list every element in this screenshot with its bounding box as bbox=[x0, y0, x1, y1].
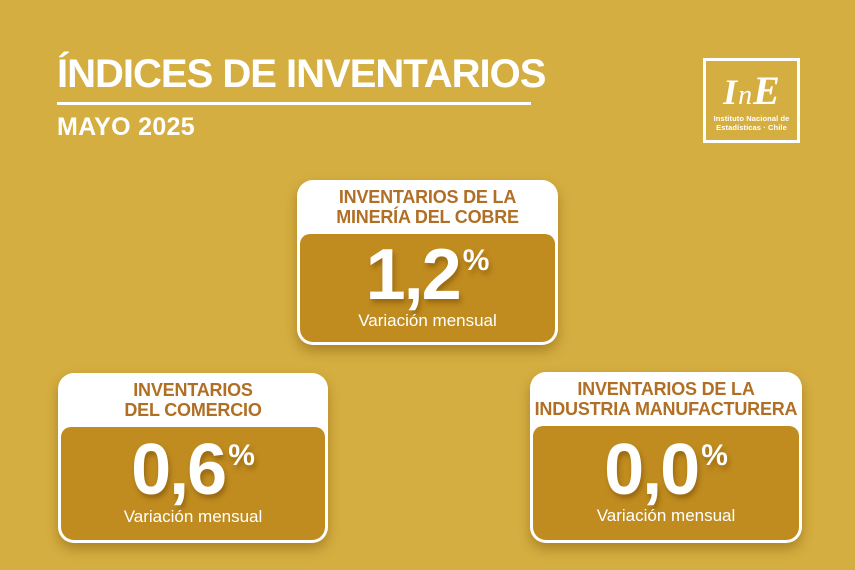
card-title: INVENTARIOS DE LA INDUSTRIA MANUFACTURER… bbox=[533, 372, 799, 426]
value-row: 1,2 % bbox=[365, 234, 490, 315]
page-title: ÍNDICES DE INVENTARIOS bbox=[57, 52, 546, 105]
ine-logo: I n E Instituto Nacional de Estadísticas… bbox=[703, 58, 800, 143]
ine-logo-mark-icon: I n E bbox=[723, 67, 780, 113]
card-title-line2: MINERÍA DEL COBRE bbox=[336, 207, 519, 227]
percent-sign: % bbox=[701, 438, 728, 472]
ine-logo-caption-line2: Estadísticas · Chile bbox=[716, 123, 787, 132]
ine-logo-caption-line1: Instituto Nacional de bbox=[713, 113, 790, 123]
card-title-line1: INVENTARIOS DE LA bbox=[338, 186, 517, 207]
card-title: INVENTARIOS DEL COMERCIO bbox=[61, 373, 325, 427]
value-caption: Variación mensual bbox=[123, 506, 263, 526]
card-industria-manufacturera: INVENTARIOS DE LA INDUSTRIA MANUFACTURER… bbox=[530, 372, 802, 543]
value-number: 0,6 bbox=[131, 430, 227, 511]
value-number: 0,0 bbox=[604, 429, 700, 510]
ine-logo-caption: Instituto Nacional de Estadísticas · Chi… bbox=[714, 114, 790, 133]
value-caption: Variación mensual bbox=[596, 506, 736, 526]
logo-letter-e: E bbox=[753, 67, 780, 113]
value-number: 1,2 bbox=[365, 234, 462, 315]
page-subtitle: MAYO 2025 bbox=[57, 113, 195, 141]
value-row: 0,6 % bbox=[131, 430, 255, 511]
header: ÍNDICES DE INVENTARIOS MAYO 2025 bbox=[57, 52, 546, 142]
card-mineria-del-cobre: INVENTARIOS DE LA MINERÍA DEL COBRE 1,2 … bbox=[297, 180, 558, 345]
card-value-panel: 0,0 % Variación mensual bbox=[533, 426, 799, 540]
card-title-line1: INVENTARIOS bbox=[133, 379, 253, 400]
logo-letter-i: I bbox=[723, 71, 738, 112]
value-row: 0,0 % bbox=[604, 429, 728, 510]
card-title-line2: DEL COMERCIO bbox=[124, 400, 262, 420]
card-title-line1: INVENTARIOS DE LA bbox=[577, 378, 755, 399]
percent-sign: % bbox=[462, 243, 490, 277]
card-title: INVENTARIOS DE LA MINERÍA DEL COBRE bbox=[300, 180, 555, 234]
value-caption: Variación mensual bbox=[358, 311, 497, 331]
card-title-line2: INDUSTRIA MANUFACTURERA bbox=[534, 399, 798, 419]
card-value-panel: 1,2 % Variación mensual bbox=[300, 234, 555, 342]
card-comercio: INVENTARIOS DEL COMERCIO 0,6 % Variación… bbox=[58, 373, 328, 543]
logo-letter-n: n bbox=[738, 79, 753, 111]
card-value-panel: 0,6 % Variación mensual bbox=[61, 427, 325, 540]
percent-sign: % bbox=[228, 439, 255, 473]
